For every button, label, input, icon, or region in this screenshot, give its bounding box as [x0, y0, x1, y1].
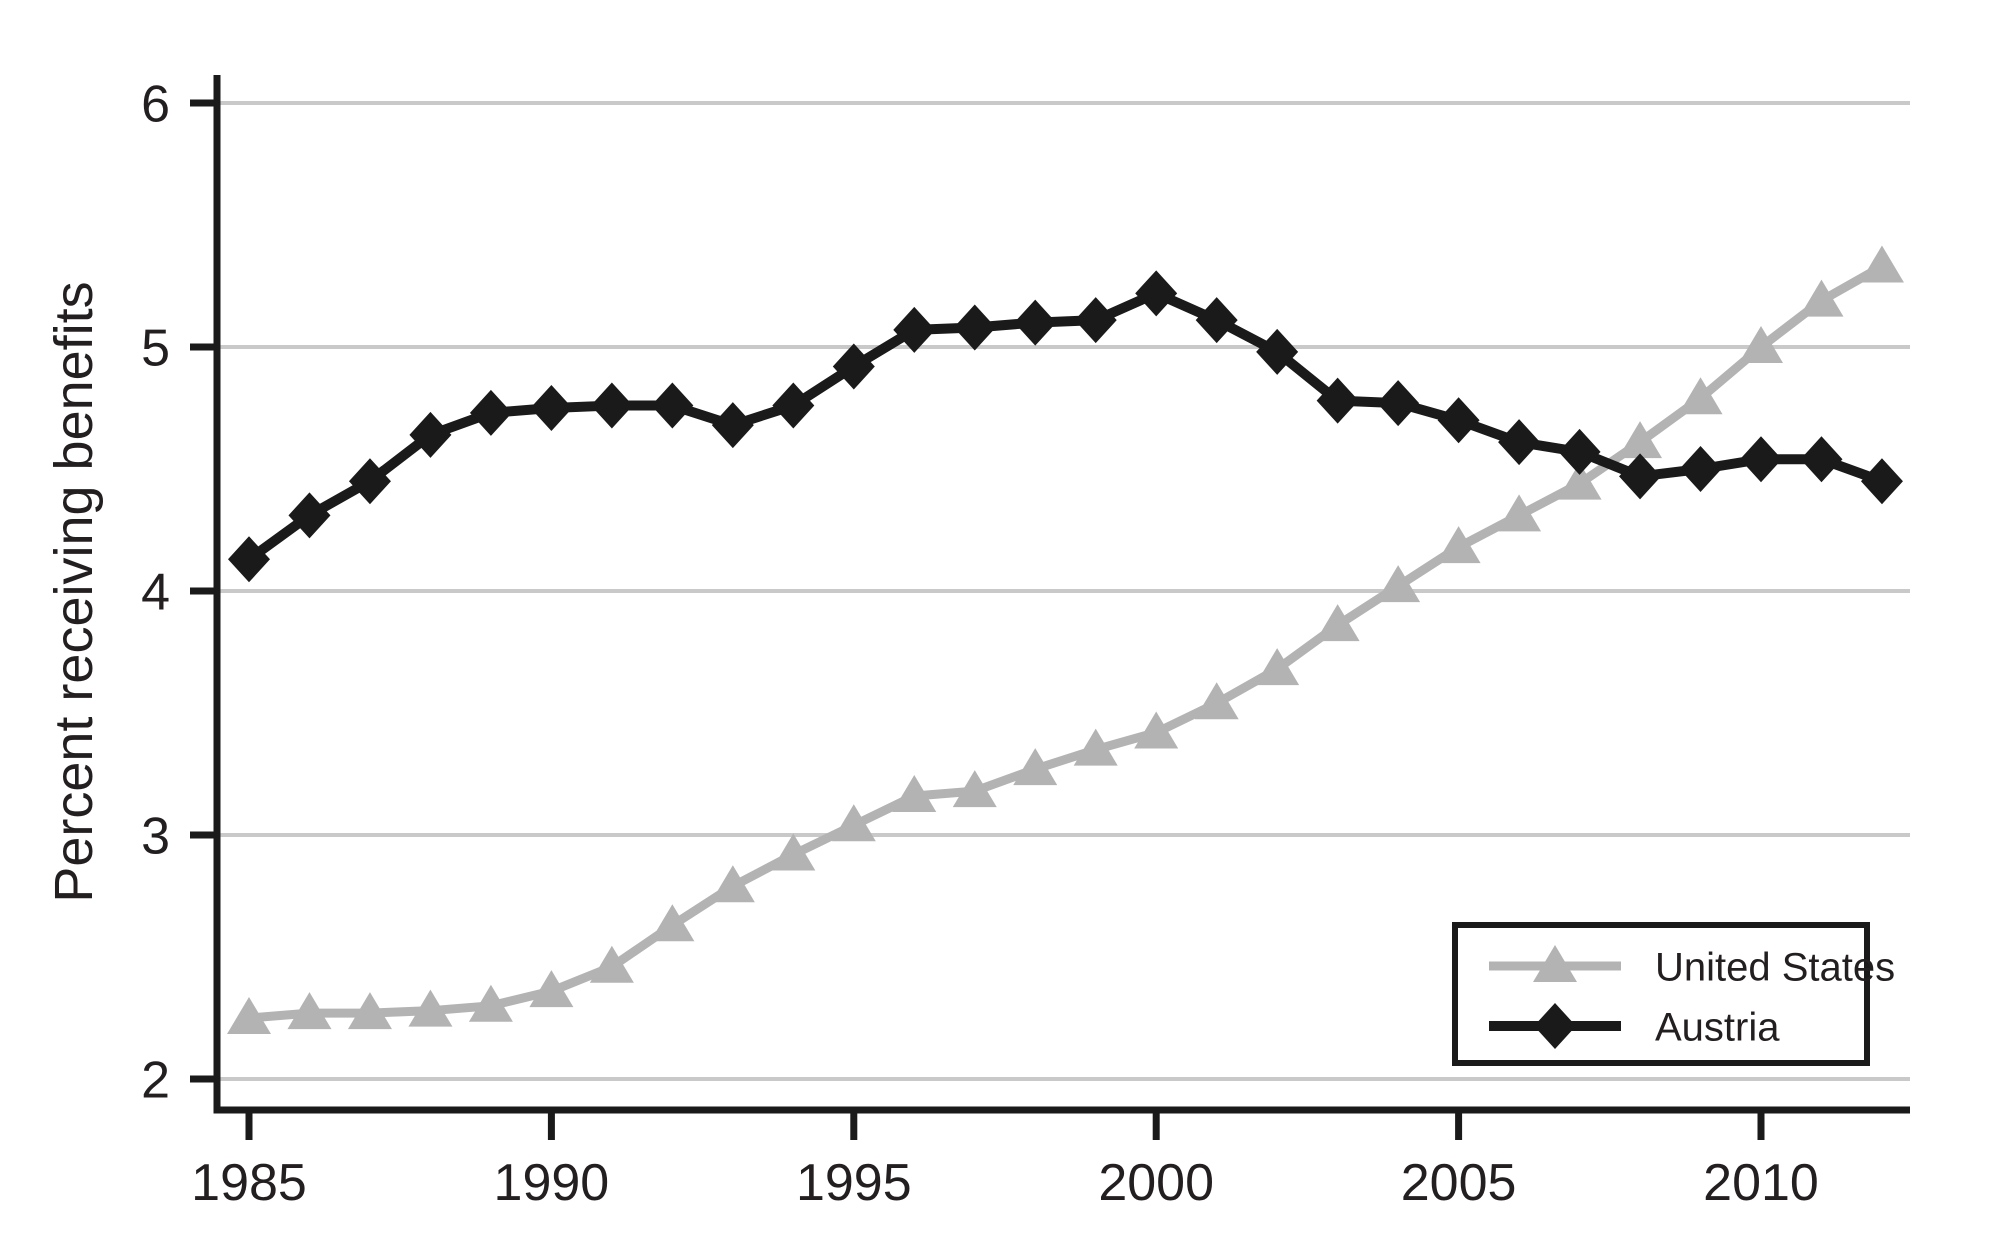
x-tick-label-2005: 2005	[1401, 1154, 1517, 1212]
data-point-united-states-2004	[1376, 565, 1421, 603]
legend-label-austria: Austria	[1655, 1005, 1780, 1049]
x-tick-label-1995: 1995	[796, 1154, 912, 1212]
data-point-united-states-2002	[1255, 648, 1300, 686]
y-tick-label-5: 5	[141, 320, 170, 378]
data-point-austria-2010	[1740, 436, 1782, 483]
data-point-austria-2001	[1195, 297, 1238, 344]
data-point-austria-2000	[1135, 270, 1178, 317]
data-point-austria-1994	[772, 382, 815, 429]
data-point-austria-2005	[1437, 397, 1480, 444]
y-axis-title: Percent receiving benefits	[44, 281, 104, 902]
data-point-austria-1987	[348, 458, 391, 505]
data-point-austria-1995	[832, 343, 875, 390]
y-tick-label-2: 2	[141, 1052, 170, 1110]
data-point-united-states-1985	[227, 997, 271, 1034]
x-tick-label-1985: 1985	[191, 1154, 307, 1212]
axis-labels: 2 3 4 5 6 1985 1990 1995 2000 2005 2010 Percent rec…	[44, 76, 1819, 1212]
legend-item-austria: Austria	[1489, 1003, 1780, 1049]
data-point-austria-1986	[288, 492, 331, 539]
legend-box	[1452, 922, 1870, 1066]
data-point-united-states-1999	[1073, 728, 1118, 766]
legend-marker-triangle	[1533, 945, 1577, 982]
line-united-states	[248, 262, 1885, 1023]
data-point-austria-1999	[1074, 297, 1117, 344]
legend-item-united-states: United States	[1489, 945, 1895, 989]
data-point-austria-1992	[651, 382, 694, 429]
legend-label-united-states: United States	[1655, 945, 1895, 989]
data-point-united-states-1988	[408, 989, 453, 1027]
data-series	[227, 245, 1904, 1034]
data-point-united-states-2008	[1618, 421, 1663, 459]
data-point-austria-1998	[1014, 299, 1057, 346]
data-point-austria-1991	[590, 382, 633, 429]
data-point-united-states-2006	[1497, 494, 1542, 532]
data-point-austria-1996	[893, 306, 936, 353]
data-point-united-states-2007	[1557, 462, 1602, 500]
data-point-austria-1989	[469, 389, 512, 436]
data-point-austria-2011	[1800, 436, 1843, 483]
data-point-austria-2009	[1679, 446, 1722, 492]
line-austria	[246, 288, 1884, 564]
series-united-states	[227, 245, 1904, 1034]
data-point-austria-2002	[1256, 328, 1299, 375]
x-tick-label-2010: 2010	[1703, 1154, 1819, 1212]
data-point-united-states-1990	[529, 970, 574, 1008]
series-austria	[228, 270, 1903, 583]
data-point-united-states-2001	[1194, 682, 1239, 720]
data-point-austria-2008	[1619, 453, 1662, 500]
data-point-united-states-1991	[589, 945, 634, 983]
data-point-austria-2003	[1316, 377, 1359, 424]
y-tick-label-3: 3	[141, 808, 170, 866]
data-point-united-states-1992	[650, 904, 695, 942]
data-point-austria-2007	[1558, 428, 1601, 475]
data-point-united-states-2005	[1436, 526, 1481, 564]
data-point-austria-1990	[530, 385, 573, 431]
legend: United States Austria	[1452, 922, 1895, 1066]
x-tick-label-2000: 2000	[1098, 1154, 1214, 1212]
y-tick-label-6: 6	[141, 76, 170, 134]
y-tick-label-4: 4	[141, 564, 170, 622]
data-point-austria-1993	[711, 402, 754, 449]
data-point-united-states-1994	[771, 833, 816, 871]
data-point-united-states-1993	[710, 865, 755, 903]
data-point-united-states-1989	[468, 984, 513, 1022]
data-point-united-states-2000	[1134, 711, 1179, 749]
data-point-austria-2006	[1498, 419, 1541, 466]
data-point-united-states-2012	[1859, 245, 1904, 283]
data-point-united-states-1996	[892, 774, 937, 812]
data-point-united-states-2009	[1678, 377, 1723, 415]
data-point-united-states-1997	[952, 770, 997, 808]
axes	[190, 75, 1910, 1140]
data-point-austria-2004	[1377, 380, 1420, 427]
data-point-united-states-1998	[1013, 748, 1058, 786]
data-point-united-states-1986	[287, 992, 332, 1030]
gridlines	[217, 101, 1910, 1081]
data-point-united-states-1995	[831, 804, 876, 842]
data-point-united-states-1987	[347, 992, 392, 1030]
x-tick-label-1990: 1990	[494, 1154, 610, 1212]
data-point-austria-1997	[953, 304, 996, 351]
data-point-austria-1988	[409, 411, 452, 458]
data-point-austria-2012	[1860, 458, 1903, 505]
data-point-united-states-2010	[1739, 326, 1783, 363]
data-point-austria-1985	[228, 536, 270, 583]
data-point-united-states-2011	[1799, 279, 1844, 317]
data-point-united-states-2003	[1315, 604, 1360, 642]
legend-marker-diamond	[1534, 1003, 1576, 1049]
